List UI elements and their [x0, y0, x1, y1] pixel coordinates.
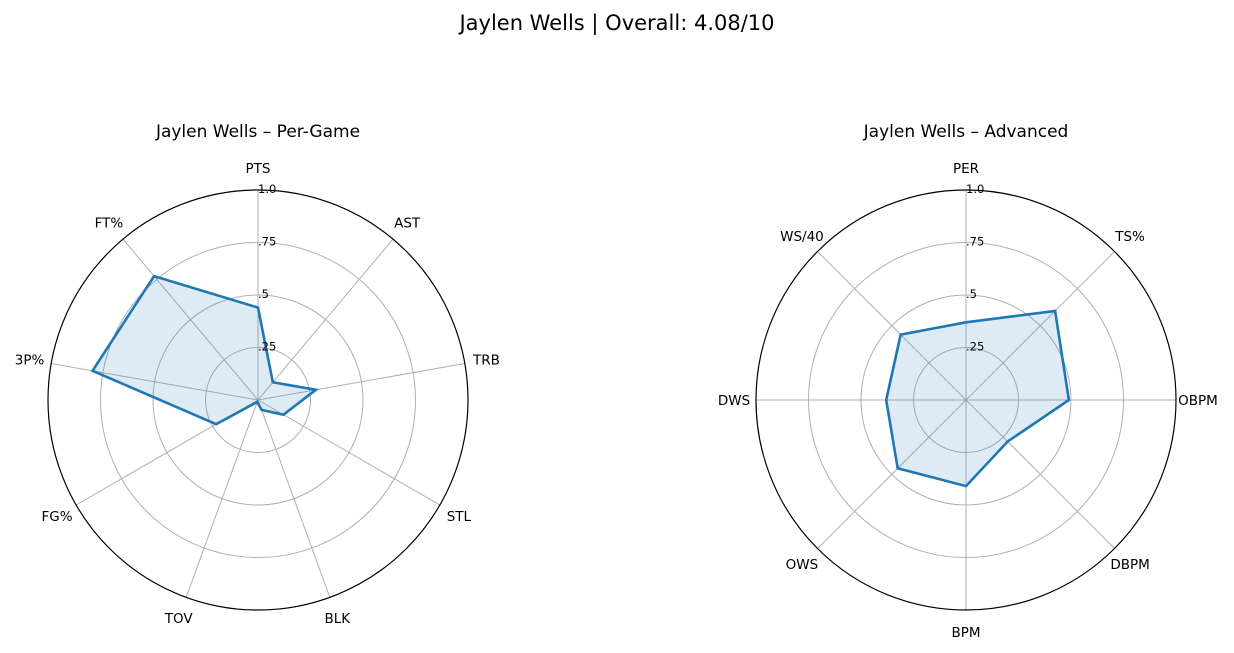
grid-spoke — [257, 238, 394, 401]
axis-label: STL — [447, 509, 472, 525]
grid-spoke — [257, 399, 441, 506]
radial-tick-label: .5 — [258, 287, 269, 301]
radial-grid — [756, 190, 1176, 610]
grid-spoke — [122, 238, 259, 401]
grid-spoke — [185, 399, 259, 598]
axis-label: FT% — [95, 215, 124, 231]
axis-label: OWS — [786, 557, 819, 573]
axis-label: PER — [953, 161, 979, 177]
axis-label: TOV — [164, 611, 194, 627]
grid-spoke — [257, 363, 465, 401]
series-area — [92, 276, 316, 425]
radial-tick-label: .5 — [966, 287, 977, 301]
grid-spoke — [51, 363, 259, 401]
series-line — [90, 274, 320, 426]
radial-tick-label: 1.0 — [258, 182, 276, 196]
grid-spoke — [965, 399, 1115, 549]
axis-label: DBPM — [1110, 557, 1149, 573]
axis-label: BLK — [325, 611, 352, 627]
grid-spoke — [257, 399, 331, 598]
radar-chart-per-game: Jaylen Wells – Per-Game .25 .5 .75 1.0 PTS AS… — [15, 122, 500, 627]
chart-title: Jaylen Wells – Advanced — [863, 122, 1069, 142]
axis-label: BPM — [951, 625, 980, 641]
outer-frame — [755, 189, 1177, 611]
axis-label: AST — [394, 215, 421, 231]
radar-chart-advanced: Jaylen Wells – Advanced .25 .5 .75 1.0 PER TS… — [718, 122, 1218, 641]
axis-label: WS/40 — [780, 229, 824, 245]
series-area — [886, 310, 1069, 487]
grid-spoke — [965, 251, 1115, 401]
axis-label: DWS — [718, 393, 750, 409]
axis-label: TRB — [472, 353, 500, 369]
chart-title: Jaylen Wells – Per-Game — [155, 122, 360, 142]
radial-tick-label: .25 — [966, 340, 984, 354]
axis-label: PTS — [246, 161, 271, 177]
axis-label: OBPM — [1178, 393, 1218, 409]
axis-label: FG% — [42, 509, 73, 525]
radial-tick-label: .75 — [258, 235, 276, 249]
grid-spoke — [817, 251, 967, 401]
radial-tick-label: 1.0 — [966, 182, 984, 196]
outer-frame — [47, 189, 469, 611]
figure-title: Jaylen Wells | Overall: 4.08/10 — [457, 11, 774, 36]
axis-label: 3P% — [15, 353, 45, 369]
radial-tick-label: .75 — [966, 235, 984, 249]
axis-label: TS% — [1114, 229, 1145, 245]
radial-tick-label: .25 — [258, 340, 276, 354]
grid-spoke — [817, 399, 967, 549]
